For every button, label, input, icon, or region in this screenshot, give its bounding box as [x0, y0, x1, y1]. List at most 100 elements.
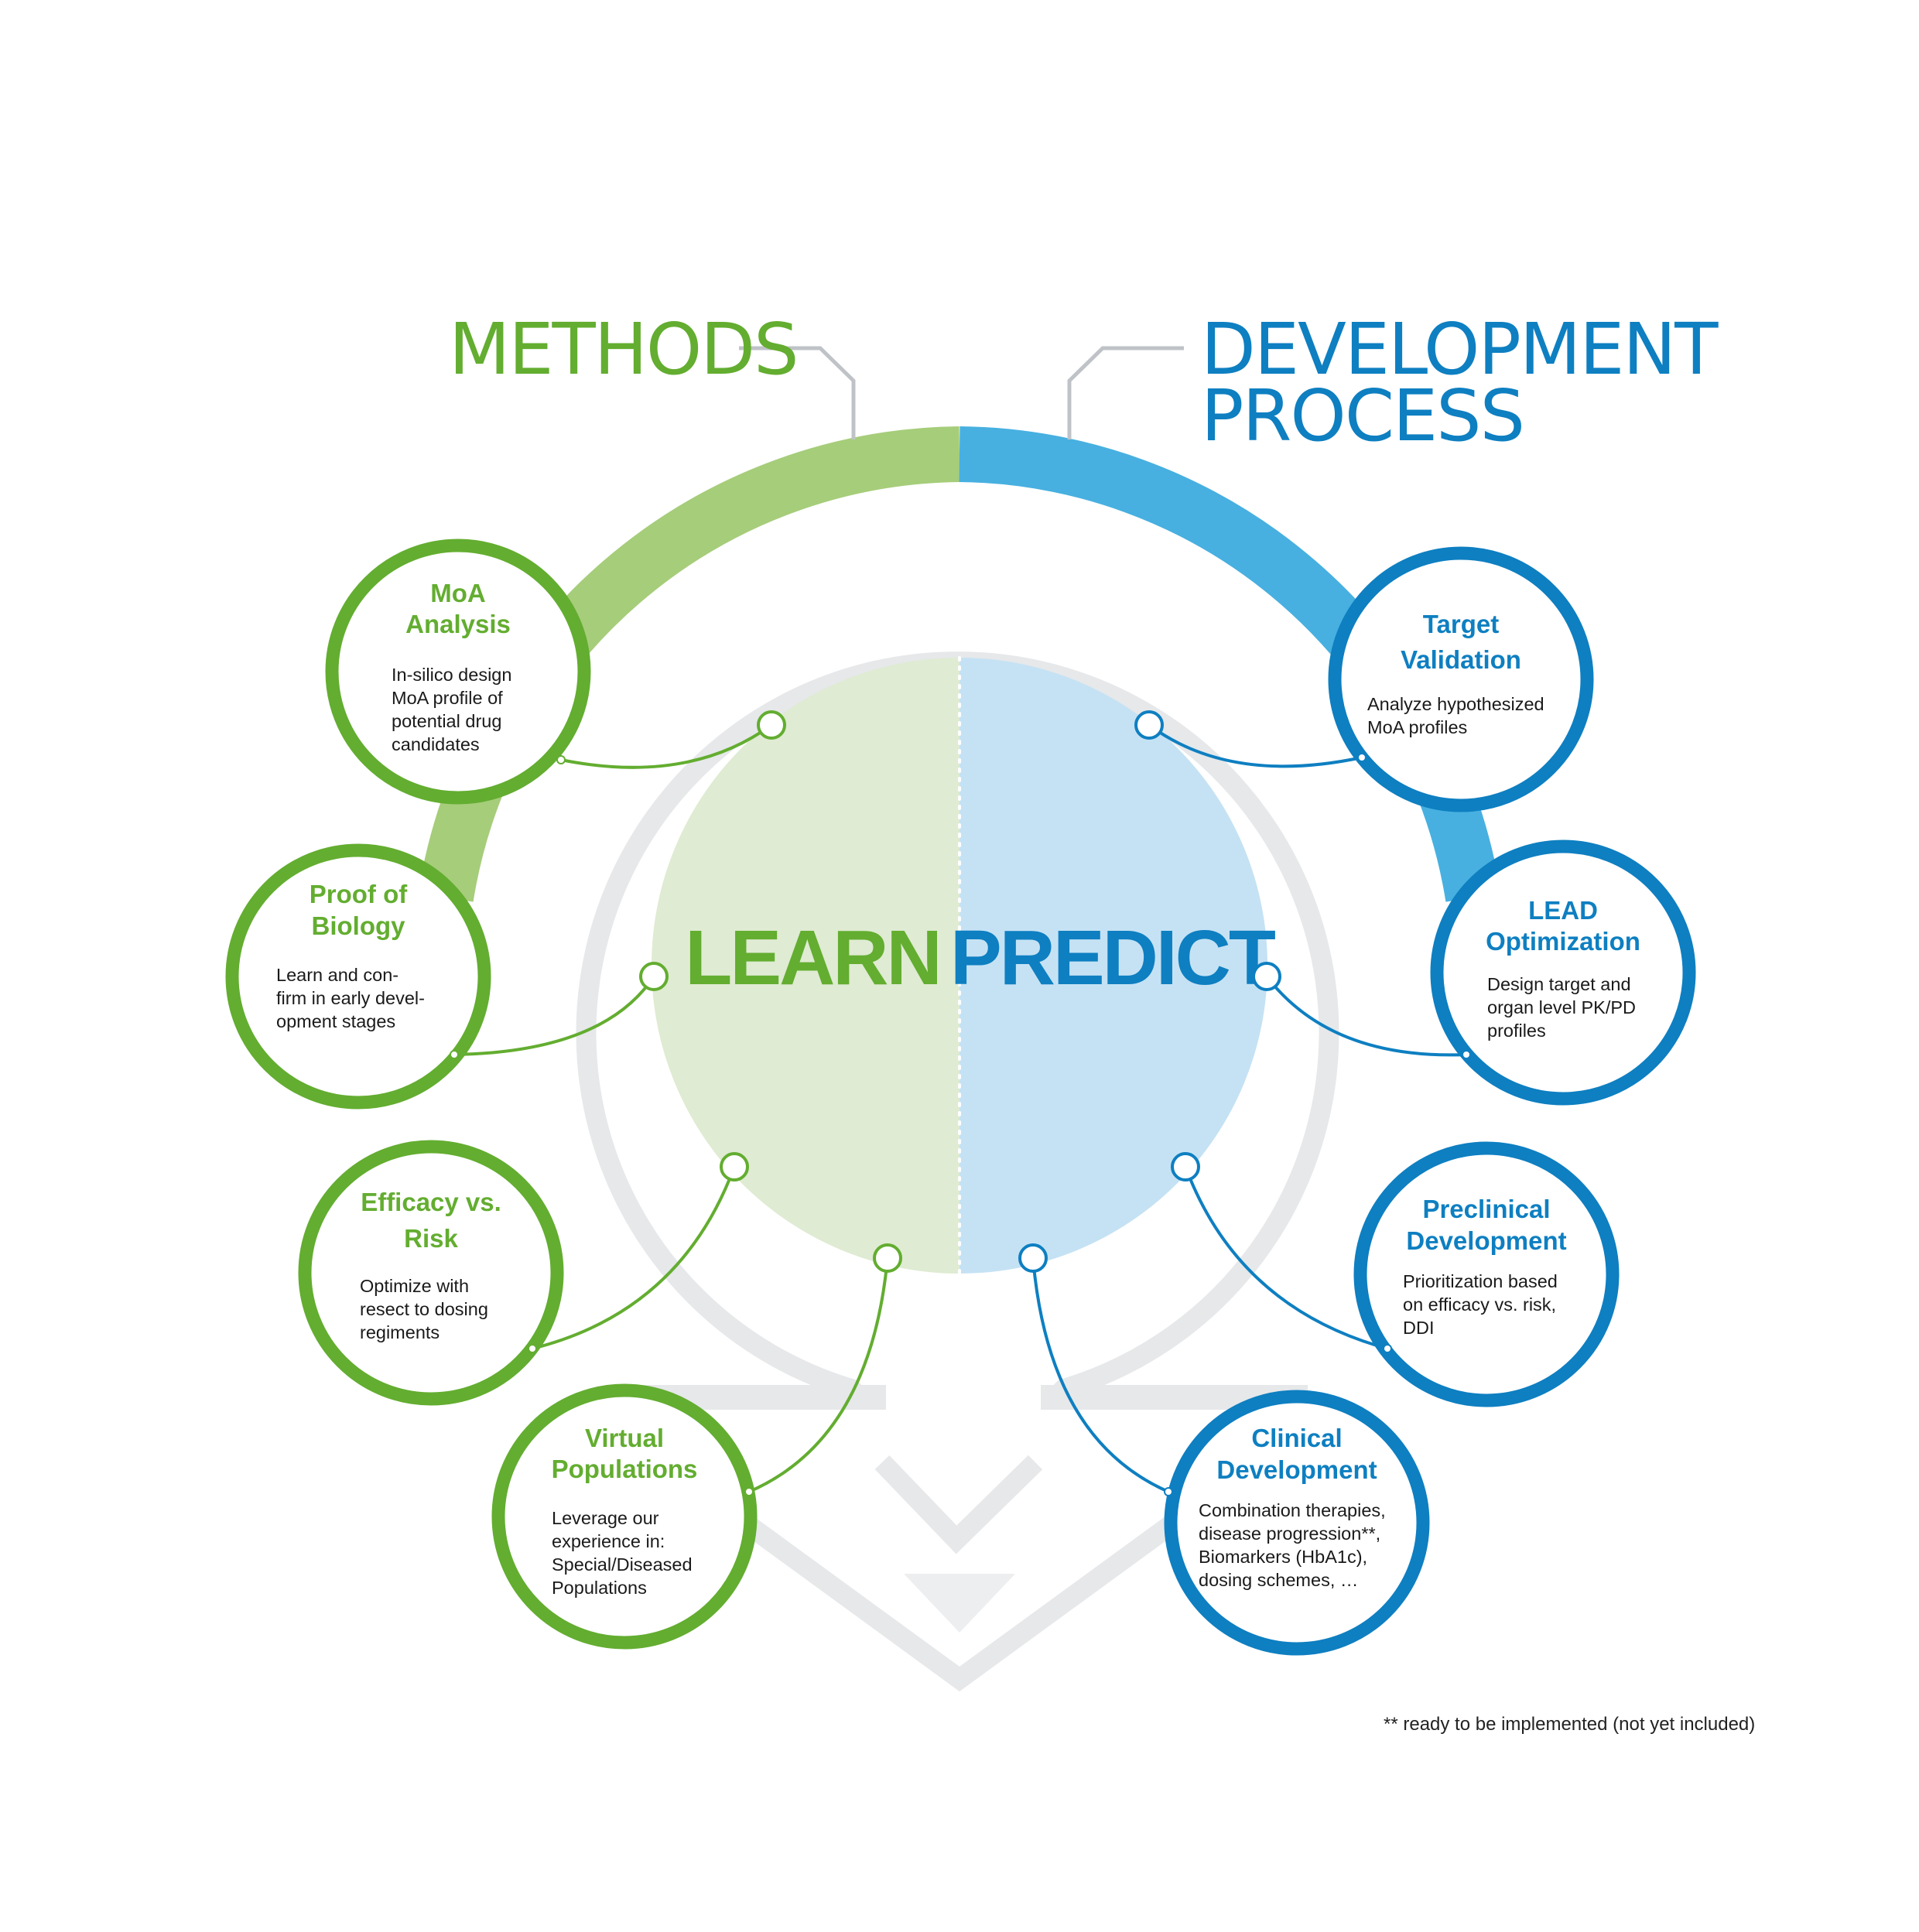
- pin-bottom-v: [667, 1462, 1252, 1692]
- pin-bottom-triangle: [904, 1574, 1015, 1633]
- connector-target: [1148, 723, 1363, 768]
- node-target-connector-dot: [1357, 753, 1367, 762]
- node-virtual-connector-dot: [744, 1487, 754, 1496]
- node-efficacy-body-line: regiments: [360, 1322, 440, 1342]
- node-efficacy-connector-dot: [528, 1344, 537, 1353]
- node-clinical-title-line: Development: [1216, 1455, 1377, 1484]
- node-efficacy-title-line: Risk: [404, 1224, 458, 1253]
- node-clinical-body-line: Biomarkers (HbA1c),: [1199, 1547, 1367, 1567]
- node-clinical-ring: [1164, 1390, 1430, 1656]
- node-virtual-body-line: experience in:: [552, 1531, 665, 1551]
- node-preclinical-body-line: on efficacy vs. risk,: [1403, 1294, 1556, 1315]
- node-target: Target Validation Analyze hypothesized MoA …: [1328, 546, 1594, 812]
- predict-label: PREDICT: [950, 915, 1276, 1001]
- node-lead-title-line: Optimization: [1486, 927, 1640, 956]
- node-moa-connector-dot: [556, 755, 566, 764]
- anchor-ring-proof: [639, 962, 669, 991]
- node-virtual-body-line: Special/Diseased: [552, 1554, 693, 1575]
- node-efficacy-title-line: Efficacy vs.: [361, 1188, 501, 1216]
- node-lead-ring: [1430, 839, 1696, 1106]
- connectors: [453, 723, 1467, 1493]
- node-proof-body-line: opment stages: [276, 1011, 395, 1031]
- node-lead-body-line: organ level PK/PD: [1487, 997, 1636, 1017]
- node-preclinical: Preclinical Development Prioritization bas…: [1353, 1141, 1620, 1407]
- node-efficacy-ring: [298, 1140, 564, 1406]
- connector-virtual: [748, 1257, 889, 1493]
- node-circles: MoA Analysis In-silico design MoA profile o…: [225, 539, 1696, 1656]
- connector-proof: [453, 975, 655, 1056]
- connector-preclinical: [1184, 1166, 1388, 1350]
- node-virtual-title-line: Populations: [552, 1455, 698, 1483]
- anchor-rings: [639, 710, 1281, 1273]
- node-moa-body-line: In-silico design: [392, 665, 511, 685]
- node-efficacy: Efficacy vs. Risk Optimize with resect to d…: [298, 1140, 564, 1406]
- node-preclinical-title-line: Development: [1406, 1226, 1566, 1255]
- methods-header: METHODS: [449, 308, 798, 391]
- pin-bottom-point: [874, 1455, 1043, 1554]
- node-efficacy-body-line: resect to dosing: [360, 1299, 488, 1319]
- node-virtual: Virtual Populations Leverage our experience…: [491, 1383, 758, 1650]
- anchor-ring-clinical: [1018, 1243, 1048, 1273]
- development-header-line2: PROCESS: [1201, 374, 1524, 457]
- node-moa: MoA Analysis In-silico design MoA profile o…: [325, 539, 591, 805]
- node-efficacy-body-line: Optimize with: [360, 1276, 469, 1296]
- node-moa-ring: [325, 539, 591, 805]
- anchor-ring-target: [1134, 710, 1164, 740]
- node-lead-body-line: profiles: [1487, 1021, 1546, 1041]
- node-virtual-ring: [491, 1383, 758, 1650]
- node-proof-title-line: Proof of: [310, 880, 408, 908]
- node-proof-ring: [225, 843, 491, 1110]
- node-preclinical-connector-dot: [1383, 1344, 1392, 1353]
- node-preclinical-body-line: DDI: [1403, 1318, 1434, 1338]
- anchor-ring-preclinical: [1171, 1152, 1200, 1181]
- connector-lead: [1265, 975, 1467, 1057]
- footnote: ** ready to be implemented (not yet incl…: [1384, 1714, 1755, 1735]
- node-clinical: Clinical Development Combination therapies…: [1164, 1390, 1430, 1656]
- node-clinical-body-line: dosing schemes, …: [1199, 1570, 1358, 1590]
- connector-clinical: [1031, 1257, 1169, 1493]
- predict-half-circle: [960, 658, 1267, 1274]
- node-proof-title-line: Biology: [312, 911, 406, 940]
- node-lead-connector-dot: [1462, 1050, 1471, 1059]
- connector-moa: [560, 723, 773, 769]
- node-clinical-body-line: Combination therapies,: [1199, 1500, 1386, 1520]
- node-moa-body-line: candidates: [392, 734, 480, 754]
- node-target-title-line: Validation: [1401, 645, 1521, 674]
- learn-half-circle: [652, 658, 960, 1274]
- node-target-body-line: Analyze hypothesized: [1367, 694, 1544, 714]
- node-virtual-body-line: Leverage our: [552, 1508, 659, 1528]
- node-moa-body-line: potential drug: [392, 711, 501, 731]
- node-clinical-title-line: Clinical: [1251, 1424, 1342, 1452]
- node-clinical-body-line: disease progression**,: [1199, 1523, 1380, 1544]
- anchor-ring-moa: [757, 710, 786, 740]
- node-lead-title-line: LEAD: [1528, 896, 1598, 925]
- node-preclinical-body-line: Prioritization based: [1403, 1271, 1558, 1291]
- node-preclinical-title-line: Preclinical: [1422, 1195, 1550, 1223]
- anchor-ring-virtual: [873, 1243, 902, 1273]
- node-proof: Proof of Biology Learn and con-firm in ear…: [225, 843, 491, 1110]
- methods-connector: [739, 346, 856, 439]
- node-target-title-line: Target: [1423, 610, 1499, 638]
- node-virtual-title-line: Virtual: [585, 1424, 664, 1452]
- anchor-ring-efficacy: [720, 1152, 749, 1181]
- node-moa-title-line: MoA: [430, 579, 485, 607]
- node-preclinical-ring: [1353, 1141, 1620, 1407]
- node-moa-title-line: Analysis: [405, 610, 511, 638]
- node-virtual-body-line: Populations: [552, 1578, 647, 1598]
- development-connector: [1067, 346, 1184, 439]
- development-header-line1: DEVELOPMENT: [1201, 308, 1719, 391]
- node-lead-body-line: Design target and: [1487, 974, 1631, 994]
- learn-label: LEARN: [685, 915, 939, 1001]
- node-moa-body-line: MoA profile of: [392, 688, 503, 708]
- node-proof-connector-dot: [450, 1050, 459, 1059]
- node-proof-body-line: firm in early devel-: [276, 988, 425, 1008]
- anchor-ring-lead: [1252, 962, 1281, 991]
- node-target-body-line: MoA profiles: [1367, 717, 1467, 737]
- node-clinical-connector-dot: [1164, 1487, 1173, 1496]
- node-proof-body-line: Learn and con-: [276, 965, 399, 985]
- connector-efficacy: [532, 1166, 736, 1350]
- node-target-ring: [1328, 546, 1594, 812]
